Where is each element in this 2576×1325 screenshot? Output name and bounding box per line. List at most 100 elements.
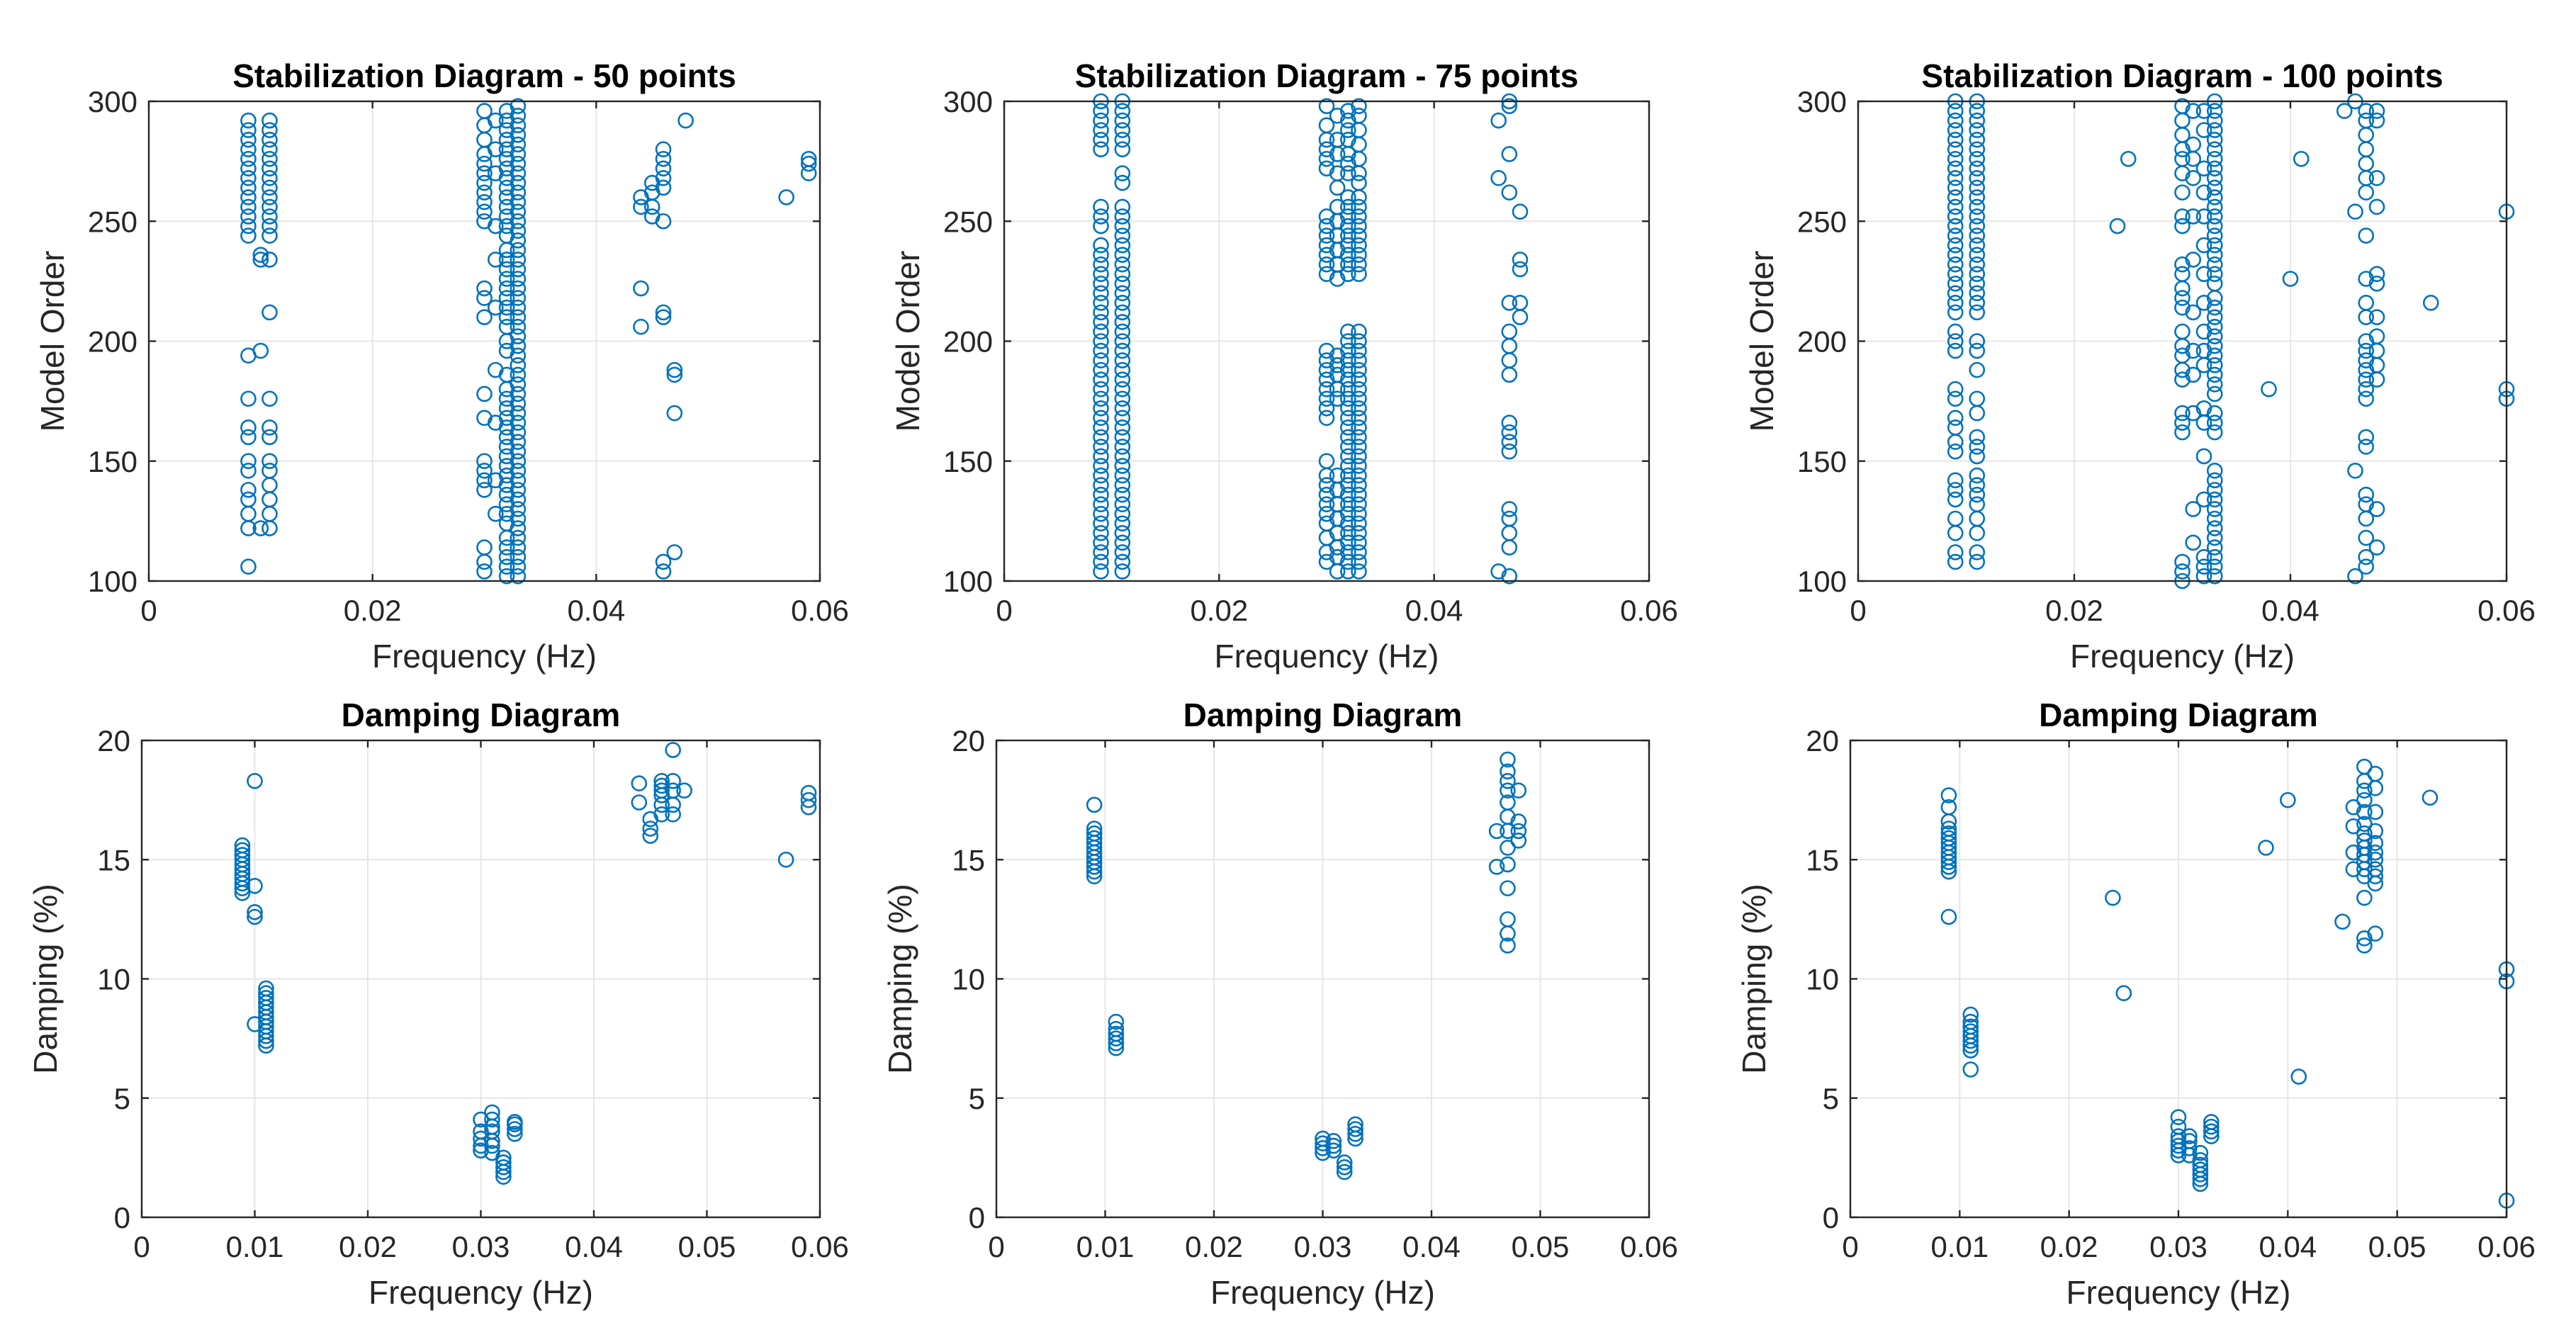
data-point (510, 568, 527, 585)
data-point (1093, 275, 1109, 292)
data-point (1351, 429, 1367, 446)
data-point (1318, 237, 1335, 254)
data-point (2203, 1114, 2220, 1130)
data-point (2368, 328, 2385, 345)
data-point (1114, 218, 1131, 235)
data-point (1947, 122, 1964, 138)
data-point (1093, 304, 1109, 321)
data-point (2358, 496, 2375, 512)
data-point (2367, 925, 2384, 942)
data-point (234, 842, 251, 859)
data-point (1969, 524, 1986, 541)
y-tick-label: 200 (943, 325, 993, 359)
data-point (1501, 352, 1518, 368)
data-point (1512, 261, 1529, 278)
data-point (2206, 376, 2223, 393)
data-point (240, 122, 257, 138)
data-point (1351, 208, 1367, 225)
data-point (1351, 534, 1367, 551)
data-point (2368, 198, 2385, 215)
data-point (1329, 347, 1346, 364)
data-point (1114, 131, 1131, 148)
x-tick-label: 0 (996, 594, 1012, 627)
data-point (2206, 247, 2223, 263)
data-point (240, 429, 257, 446)
x-axis-label: Frequency (Hz) (2066, 1274, 2291, 1311)
data-point (261, 150, 278, 167)
data-point (240, 462, 257, 479)
data-point (1318, 227, 1335, 244)
data-point (1093, 505, 1109, 522)
data-point (2195, 208, 2212, 225)
data-point (633, 280, 649, 297)
data-point (1114, 496, 1131, 512)
data-point (495, 1154, 512, 1171)
x-tick-label: 0.04 (1402, 1230, 1461, 1263)
data-point (2358, 439, 2375, 455)
data-point (1114, 419, 1131, 436)
data-point (1947, 510, 1964, 527)
data-point (1969, 141, 1986, 157)
data-point (1351, 323, 1367, 340)
data-point (2195, 491, 2212, 508)
data-point (507, 1121, 523, 1137)
data-point (1351, 400, 1367, 417)
data-point (2109, 218, 2126, 235)
y-tick-label: 150 (1797, 445, 1847, 478)
data-point (1340, 227, 1356, 244)
data-point (655, 150, 672, 167)
data-point (2367, 823, 2384, 840)
data-point (1500, 794, 1516, 811)
x-tick-label: 0.02 (2045, 594, 2103, 627)
data-point (1969, 160, 1986, 177)
data-point (1947, 275, 1964, 292)
data-point (1501, 524, 1518, 541)
data-point (2174, 290, 2190, 306)
data-point (1351, 371, 1367, 388)
data-point (2206, 179, 2223, 196)
data-point (2206, 424, 2223, 441)
data-point (2356, 937, 2373, 954)
data-point (2195, 400, 2212, 417)
data-point (1093, 439, 1109, 455)
data-point (1969, 227, 1986, 244)
data-point (1318, 371, 1335, 388)
data-point (510, 117, 527, 134)
data-point (1947, 472, 1964, 489)
data-point (1114, 275, 1131, 292)
data-point (258, 980, 274, 997)
x-tick-label: 0 (140, 594, 157, 627)
data-point (510, 395, 527, 412)
data-point (1114, 314, 1131, 330)
x-tick-label: 0.01 (226, 1230, 284, 1263)
data-point (1347, 1121, 1363, 1137)
data-point (252, 252, 269, 268)
y-tick-label: 150 (943, 445, 993, 478)
data-point (240, 491, 257, 508)
data-point (473, 1111, 489, 1128)
data-point (2356, 804, 2373, 821)
data-point (507, 1125, 523, 1142)
x-tick-label: 0.02 (339, 1230, 397, 1263)
data-point (261, 141, 278, 157)
data-point (476, 453, 493, 470)
y-axis-label: Damping (%) (27, 884, 64, 1073)
data-point (1340, 467, 1356, 484)
y-tick-label: 5 (1823, 1082, 1839, 1115)
data-point (1093, 544, 1109, 560)
data-point (2368, 501, 2385, 517)
data-point (240, 505, 257, 522)
y-axis-label: Model Order (1743, 251, 1780, 432)
data-point (1947, 491, 1964, 508)
data-point (1947, 218, 1964, 235)
data-point (1340, 155, 1356, 172)
data-point (240, 558, 257, 575)
data-point (240, 189, 257, 205)
data-point (1501, 184, 1518, 201)
chart-damp50: 0 0.01 0.02 0.03 0.04 0.05 0.06 0 5 10 15 20 Damping… (27, 697, 849, 1311)
data-point (1114, 198, 1131, 215)
y-tick-label: 100 (88, 565, 137, 598)
data-point (510, 510, 527, 527)
data-point (1325, 1137, 1342, 1154)
x-tick-label: 0.06 (2477, 1230, 2536, 1263)
